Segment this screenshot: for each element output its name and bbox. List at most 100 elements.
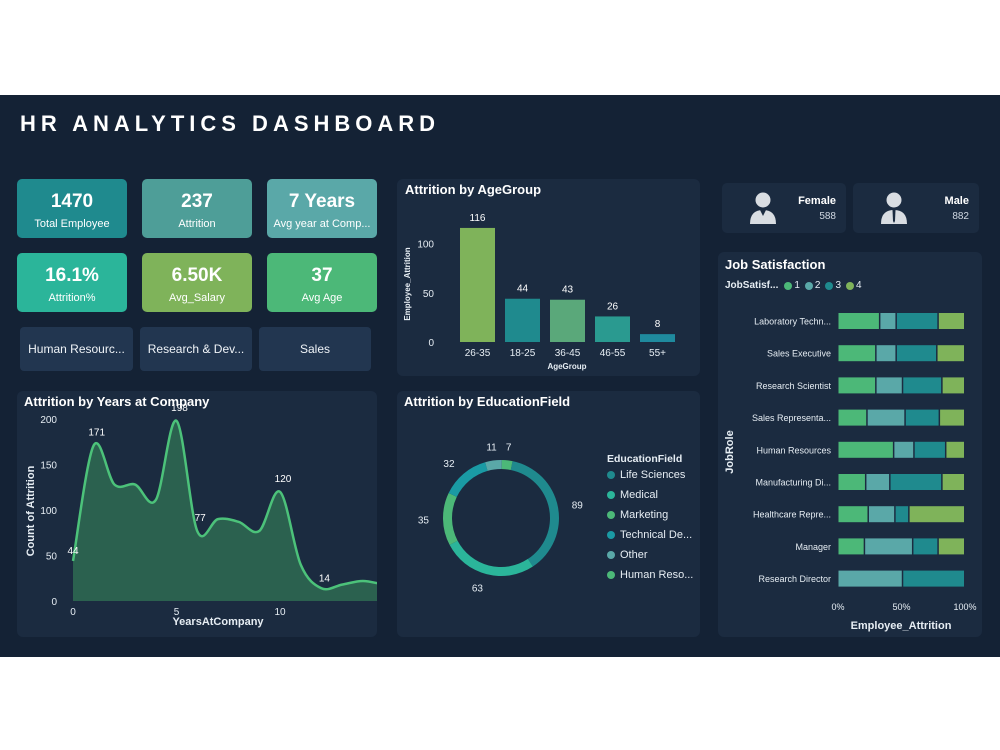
bar-segment[interactable] xyxy=(896,313,938,329)
kpi-avg-age[interactable]: 37 Avg Age xyxy=(267,253,377,312)
y-axis-label: Count of Attrition xyxy=(25,465,37,556)
bar-segment[interactable] xyxy=(838,506,868,523)
legend-label: Marketing xyxy=(620,509,669,521)
bar-segment[interactable] xyxy=(937,345,964,362)
years-chart-title: Attrition by Years at Company xyxy=(24,394,210,409)
bar-segment[interactable] xyxy=(880,313,896,329)
bar-segment[interactable] xyxy=(838,474,865,490)
donut-slice[interactable] xyxy=(510,461,559,567)
legend-item[interactable]: Medical xyxy=(607,489,658,501)
page-title: HR ANALYTICS DASHBOARD xyxy=(20,111,441,136)
bar-segment[interactable] xyxy=(868,506,895,523)
job-chart-title: Job Satisfaction xyxy=(725,257,826,272)
data-label: 171 xyxy=(88,427,105,438)
dept-button-sales[interactable]: Sales xyxy=(259,327,371,371)
bar[interactable] xyxy=(595,316,630,342)
bar[interactable] xyxy=(460,227,495,342)
bar-segment[interactable] xyxy=(890,474,942,490)
education-field-chart: 89 63 35 32 11 7 xyxy=(418,442,583,594)
bar-segment[interactable] xyxy=(903,377,942,394)
dept-button-research-development[interactable]: Research & Dev... xyxy=(140,327,252,371)
kpi-label: Avg Age xyxy=(301,292,343,304)
kpi-avg-salary[interactable]: 6.50K Avg_Salary xyxy=(142,253,252,312)
kpi-avg-years[interactable]: 7 Years Avg year at Comp... xyxy=(267,179,377,238)
data-label: 198 xyxy=(171,403,188,414)
bar-segment[interactable] xyxy=(867,409,905,426)
kpi-label: Attrition xyxy=(178,218,216,230)
x-tick-label: 0% xyxy=(831,602,844,612)
bar[interactable] xyxy=(640,334,675,342)
bar-segment[interactable] xyxy=(938,313,964,329)
kpi-attrition-rate[interactable]: 16.1% Attrition% xyxy=(17,253,127,312)
x-tick-label: 46-55 xyxy=(600,348,626,359)
kpi-total-employee[interactable]: 1470 Total Employee xyxy=(17,179,127,238)
legend-item[interactable]: Other xyxy=(607,549,648,561)
x-axis-label: Employee_Attrition xyxy=(851,620,952,632)
bar-segment[interactable] xyxy=(838,313,879,329)
bar-segment[interactable] xyxy=(866,474,890,490)
category-label: Sales Executive xyxy=(767,349,831,359)
female-card[interactable]: Female 588 xyxy=(722,183,846,233)
legend-dot-1 xyxy=(784,281,793,290)
bar-segment[interactable] xyxy=(894,441,914,458)
legend-item[interactable]: Life Sciences xyxy=(607,469,685,481)
bar-segment[interactable] xyxy=(838,441,893,458)
legend-item[interactable]: Technical De... xyxy=(607,529,692,541)
kpi-value: 1470 xyxy=(50,191,94,212)
donut-slice[interactable] xyxy=(443,493,458,545)
legend-item[interactable]: Marketing xyxy=(607,509,668,521)
bar[interactable] xyxy=(505,298,540,342)
legend-label-2: 2 xyxy=(814,280,821,291)
category-label: Laboratory Techn... xyxy=(754,317,831,327)
years-panel: Attrition by Years at Company 0 50 100 150 2… xyxy=(17,391,377,637)
bar-segment[interactable] xyxy=(838,377,876,394)
donut-slice[interactable] xyxy=(501,460,513,470)
legend-label: Medical xyxy=(620,489,658,501)
kpi-attrition[interactable]: 237 Attrition xyxy=(142,179,252,238)
bar-segment[interactable] xyxy=(895,506,909,523)
legend-label: Technical De... xyxy=(620,529,693,541)
bar-segment[interactable] xyxy=(838,538,864,555)
bar-segment[interactable] xyxy=(876,345,896,362)
bar-segment[interactable] xyxy=(838,345,876,362)
bar-segment[interactable] xyxy=(838,570,902,587)
data-label: 44 xyxy=(517,284,529,295)
bar-segment[interactable] xyxy=(905,409,939,426)
bar-segment[interactable] xyxy=(838,409,867,426)
bar-segment[interactable] xyxy=(876,377,902,394)
donut-slice[interactable] xyxy=(485,460,502,471)
job-legend: JobSatisf... 1 2 3 4 xyxy=(725,280,862,291)
bar-segment[interactable] xyxy=(940,409,964,426)
data-label: 44 xyxy=(67,546,79,557)
legend-label: Human Reso... xyxy=(620,569,694,581)
bar-segment[interactable] xyxy=(896,345,937,362)
bar-segment[interactable] xyxy=(942,377,964,394)
male-card[interactable]: Male 882 xyxy=(853,183,979,233)
dept-button-human-resources[interactable]: Human Resourc... xyxy=(20,327,133,371)
donut-slice[interactable] xyxy=(449,540,533,576)
legend-dot xyxy=(607,471,615,479)
x-axis-label: YearsAtCompany xyxy=(172,616,264,628)
edu-legend-title: EducationField xyxy=(607,453,683,465)
bar-segment[interactable] xyxy=(914,441,945,458)
bar-segment[interactable] xyxy=(946,441,964,458)
bar-segment[interactable] xyxy=(865,538,912,555)
x-tick-label: 5 xyxy=(174,607,180,618)
bar-segment[interactable] xyxy=(903,570,964,587)
bar-segment[interactable] xyxy=(909,506,964,523)
legend-item[interactable]: Human Reso... xyxy=(607,569,693,581)
job-satisfaction-chart: Laboratory Techn... Sales Executive Resear… xyxy=(724,313,977,632)
series-line[interactable] xyxy=(71,419,377,591)
years-at-company-chart: 0 50 100 150 200 0 5 10 Count of Attrition YearsA… xyxy=(25,403,377,628)
bar-segment[interactable] xyxy=(913,538,938,555)
bar-segment[interactable] xyxy=(938,538,964,555)
y-tick-label: 100 xyxy=(417,240,434,251)
legend-dot xyxy=(607,511,615,519)
bar[interactable] xyxy=(550,299,585,342)
legend-dot xyxy=(607,531,615,539)
area-fill xyxy=(73,420,377,601)
donut-slice[interactable] xyxy=(448,462,488,497)
data-label: 120 xyxy=(275,474,292,485)
kpi-label: Attrition% xyxy=(48,292,96,304)
bar-segment[interactable] xyxy=(942,474,964,490)
